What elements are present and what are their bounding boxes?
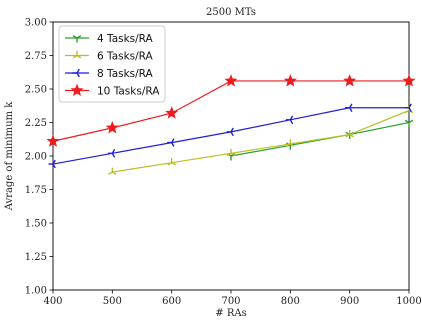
data-point <box>286 139 295 147</box>
legend-item: 10 Tasks/RA <box>65 83 160 98</box>
data-point <box>402 74 416 87</box>
data-point <box>165 106 179 119</box>
series-1 <box>226 119 414 161</box>
x-tick-label: 900 <box>340 296 359 307</box>
legend-label: 10 Tasks/RA <box>97 86 160 98</box>
x-tick-label: 600 <box>162 296 181 307</box>
data-point <box>226 148 236 157</box>
legend-label: 8 Tasks/RA <box>97 68 154 80</box>
legend-marker <box>72 51 82 59</box>
legend-box <box>58 25 166 103</box>
data-point <box>46 134 60 147</box>
x-tick-label: 700 <box>221 296 240 307</box>
legend-item: 4 Tasks/RA <box>65 33 154 45</box>
legend-item: 8 Tasks/RA <box>65 68 154 80</box>
data-point <box>167 158 176 166</box>
data-point <box>224 74 238 87</box>
y-tick-label: 3.00 <box>25 18 47 29</box>
data-point <box>108 167 117 175</box>
legend-label: 6 Tasks/RA <box>97 51 154 63</box>
y-tick-label: 1.00 <box>25 286 47 297</box>
series-3 <box>48 103 412 169</box>
y-tick-label: 2.25 <box>25 118 47 129</box>
x-axis-title: # RAs <box>215 308 246 319</box>
x-tick-label: 1000 <box>396 296 421 307</box>
data-point <box>105 121 119 134</box>
chart-title: 2500 MTs <box>206 7 256 18</box>
y-tick-label: 2.00 <box>25 152 47 163</box>
data-point <box>285 115 294 125</box>
data-point <box>343 74 357 87</box>
data-point <box>404 103 412 113</box>
data-point <box>345 130 354 138</box>
data-point <box>48 159 56 169</box>
x-axis: 400 500 600 700 800 900 1000 <box>43 290 422 307</box>
data-point <box>107 149 116 158</box>
y-tick-label: 2.50 <box>25 85 47 96</box>
data-point <box>167 138 175 147</box>
x-tick-label: 800 <box>281 296 300 307</box>
legend-label: 4 Tasks/RA <box>97 33 154 45</box>
x-tick-label: 400 <box>43 296 62 307</box>
series-line <box>230 121 410 157</box>
series-2 <box>108 105 414 175</box>
data-point <box>283 74 297 87</box>
x-tick-label: 500 <box>103 296 122 307</box>
y-axis-title: Avrage of minimum k <box>4 101 15 212</box>
y-axis: 1.00 1.25 1.50 1.75 2.00 2.25 2.50 2.75 3.00 <box>25 18 53 297</box>
legend: 4 Tasks/RA 6 Tasks/RA 8 Tasks/RA 10 Tasks/R… <box>58 25 166 103</box>
y-tick-label: 1.50 <box>25 219 47 230</box>
series-4 <box>46 74 416 147</box>
y-tick-label: 1.25 <box>25 252 47 263</box>
data-point <box>345 103 353 113</box>
legend-marker <box>72 35 82 43</box>
legend-marker <box>72 68 80 78</box>
legend-marker <box>70 83 84 97</box>
series-line <box>112 109 410 173</box>
y-tick-label: 1.75 <box>25 185 47 196</box>
legend-item: 6 Tasks/RA <box>65 51 154 63</box>
y-tick-label: 2.75 <box>25 51 47 62</box>
series-layer <box>46 74 416 175</box>
data-point <box>226 127 234 137</box>
data-point <box>404 119 414 127</box>
